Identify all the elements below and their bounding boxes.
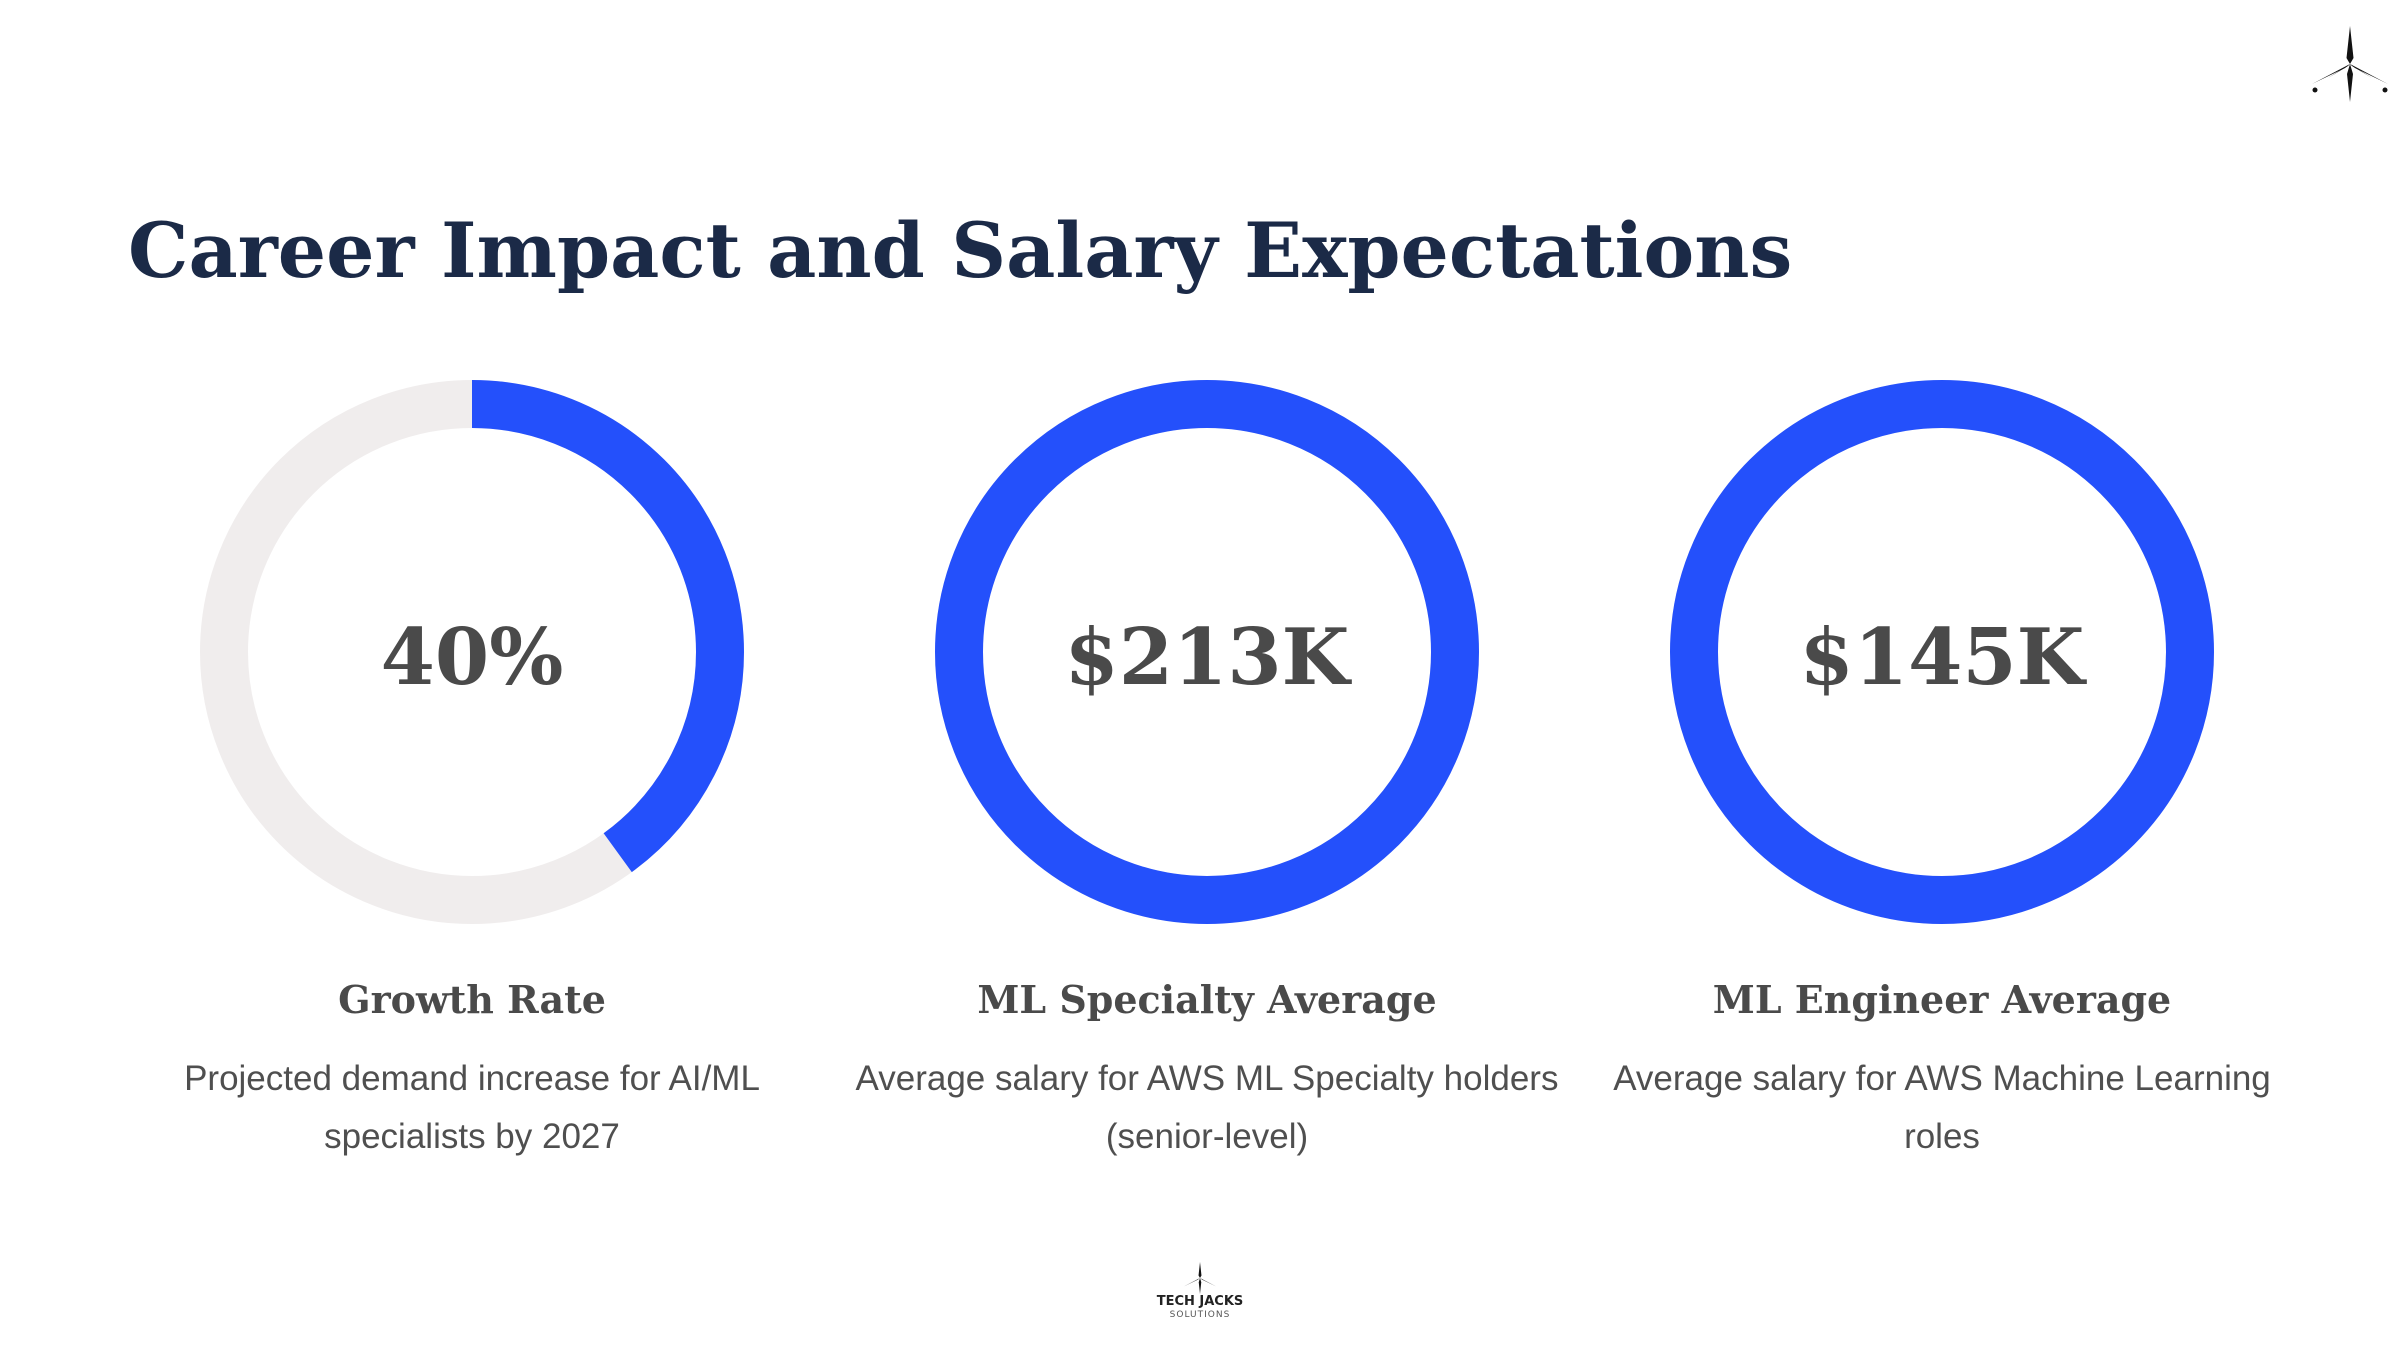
donut-ring — [935, 380, 1479, 924]
star-compass-icon — [2312, 26, 2388, 102]
ring-arc — [200, 380, 744, 924]
stat-label: ML Specialty Average — [977, 977, 1437, 1022]
stat-value: 40% — [380, 612, 564, 703]
stat-description: Projected demand increase for AI/ML spec… — [184, 1059, 760, 1156]
donut-ring — [200, 380, 744, 924]
slide-title: Career Impact and Salary Expectations — [128, 206, 1793, 295]
stat-card-ml-engineer: $145K ML Engineer Average Average salary… — [1582, 380, 2302, 1160]
stat-value: $213K — [1064, 612, 1350, 703]
stat-label: Growth Rate — [338, 977, 606, 1022]
stat-description: Average salary for AWS ML Specialty hold… — [855, 1059, 1559, 1156]
footer-subtitle: SOLUTIONS — [1169, 1310, 1231, 1320]
stat-value: $145K — [1799, 612, 2085, 703]
footer-logo: TECH JACKS SOLUTIONS — [1135, 1262, 1265, 1328]
footer-brand: TECH JACKS — [1156, 1294, 1244, 1309]
ring-arc — [935, 380, 1479, 924]
donut-ring — [1670, 380, 2214, 924]
stat-description: Average salary for AWS Machine Learning … — [1613, 1059, 2271, 1156]
stat-card-ml-specialty: $213K ML Specialty Average Average salar… — [847, 380, 1567, 1160]
ring-arc — [1670, 380, 2214, 924]
star-compass-icon — [1184, 1262, 1216, 1294]
stat-card-growth-rate: 40% Growth Rate Projected demand increas… — [112, 380, 832, 1160]
stat-label: ML Engineer Average — [1712, 977, 2172, 1022]
